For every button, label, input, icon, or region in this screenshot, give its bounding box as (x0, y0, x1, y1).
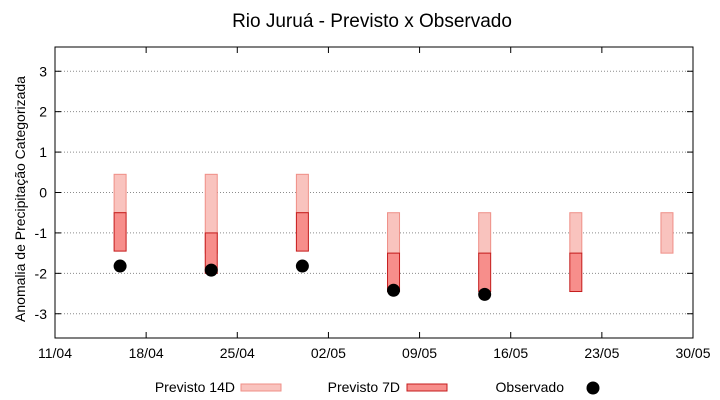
y-axis-label: Anomalia de Precipitação Categorizada (12, 76, 28, 322)
y-tick-label: -1 (35, 225, 48, 241)
previsto-7d-bar (478, 252, 492, 293)
observado-point (478, 287, 492, 301)
axis-ticks: 3 2 1 0 -1 -2 -3 11/04 18/04 25/04 02/05 09/05 16/05… (35, 47, 711, 361)
legend-swatch-previsto-7d (406, 383, 448, 392)
previsto-7d-bar (113, 212, 127, 252)
legend: Previsto 14D Previsto 7D Observado (155, 379, 600, 395)
chart-title: Rio Juruá - Previsto x Observado (232, 11, 512, 32)
x-tick-label: 25/04 (220, 345, 255, 361)
legend-swatch-previsto-14d (240, 383, 282, 392)
x-tick-label: 30/05 (675, 345, 710, 361)
observado-point (295, 259, 309, 273)
legend-label: Previsto 7D (328, 379, 400, 395)
legend-label: Previsto 14D (155, 379, 235, 395)
y-tick-label: 1 (39, 144, 47, 160)
previsto-14d-bar (660, 212, 674, 254)
x-tick-label: 09/05 (402, 345, 437, 361)
x-tick-label: 23/05 (584, 345, 619, 361)
previsto-7d-bar (569, 252, 583, 293)
y-tick-label: 0 (39, 185, 47, 201)
previsto-14d-bar (295, 173, 309, 214)
y-tick-label: -2 (35, 265, 48, 281)
y-tick-label: 3 (39, 63, 47, 79)
previsto-14d-bar (113, 173, 127, 214)
x-tick-label: 18/04 (129, 345, 164, 361)
observado-point (387, 283, 401, 297)
legend-swatch-observado (586, 381, 600, 395)
observado-point (204, 263, 218, 277)
x-tick-label: 02/05 (311, 345, 346, 361)
previsto-7d-bar (295, 212, 309, 252)
previsto-14d-bar (478, 212, 492, 254)
x-tick-label: 16/05 (493, 345, 528, 361)
previsto-14d-bar (387, 212, 401, 254)
grid-lines (55, 70, 693, 315)
legend-label: Observado (496, 379, 565, 395)
x-tick-label: 11/04 (38, 345, 72, 361)
observado-point (113, 259, 127, 273)
previsto-14d-bar (569, 212, 583, 254)
plot-marks (113, 173, 674, 301)
y-tick-label: 2 (39, 104, 47, 120)
y-tick-label: -3 (35, 306, 48, 322)
